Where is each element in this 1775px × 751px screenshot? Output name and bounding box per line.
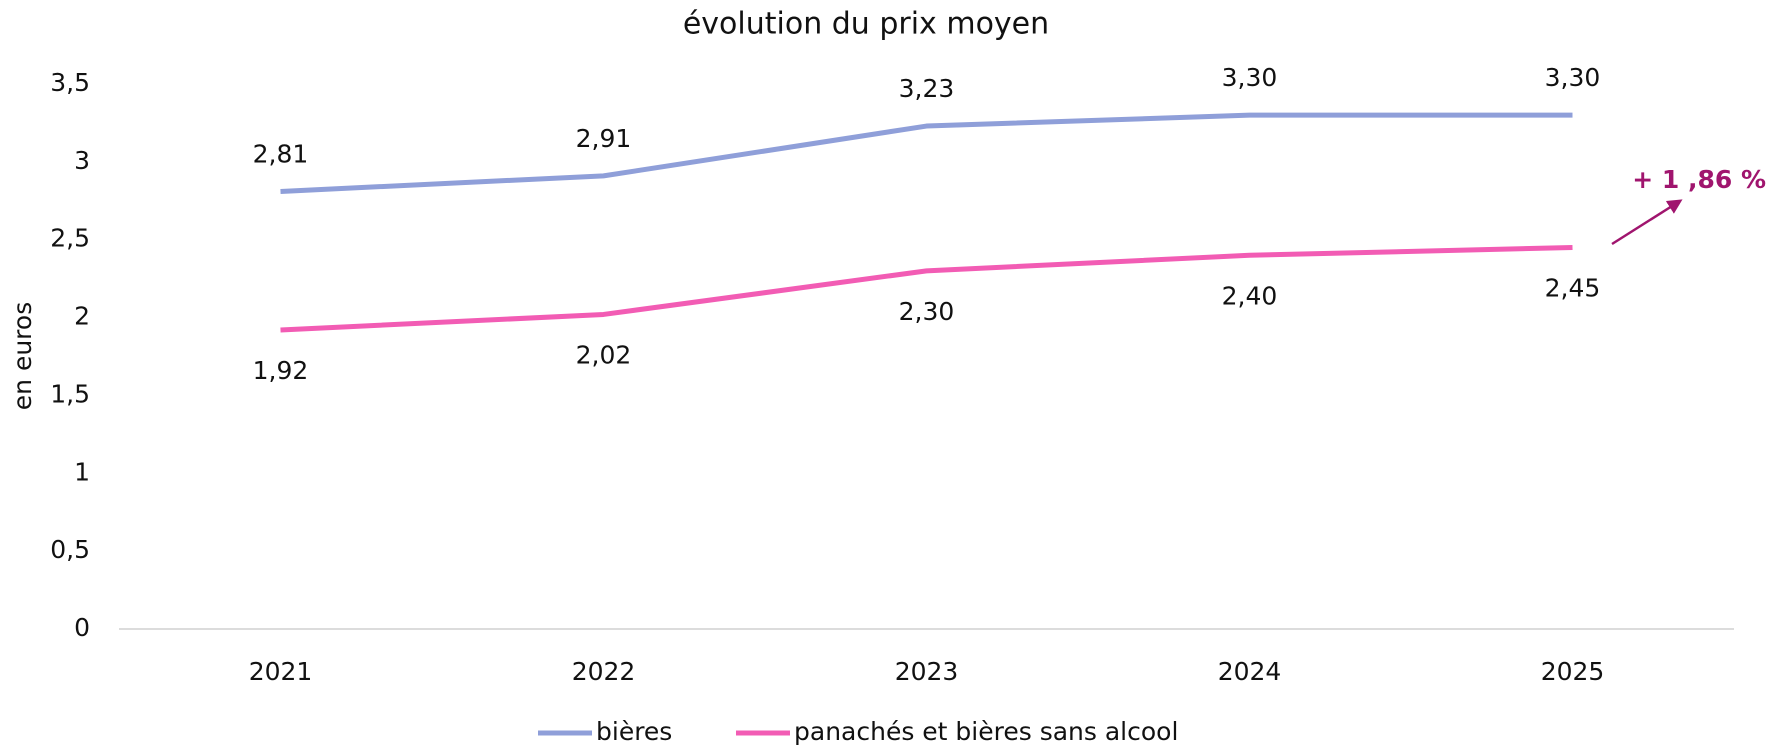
y-tick-label: 2 xyxy=(74,302,90,331)
series-line xyxy=(280,245,1573,333)
data-label: 2,30 xyxy=(899,297,955,326)
y-tick-label: 0 xyxy=(74,613,90,642)
legend-label: panachés et bières sans alcool xyxy=(794,717,1178,746)
series-line xyxy=(280,112,1573,194)
legend-label: bières xyxy=(596,717,672,746)
y-tick-label: 3,5 xyxy=(50,68,90,97)
y-tick-label: 1 xyxy=(74,457,90,486)
x-tick-label: 2023 xyxy=(895,657,959,686)
y-tick-label: 0,5 xyxy=(50,535,90,564)
data-label: 2,40 xyxy=(1222,281,1278,310)
data-label: 3,23 xyxy=(899,74,955,103)
x-tick-label: 2024 xyxy=(1218,657,1282,686)
data-label: 2,81 xyxy=(253,139,309,168)
y-axis-label: en euros xyxy=(8,302,37,410)
x-tick-label: 2021 xyxy=(249,657,313,686)
x-tick-label: 2022 xyxy=(572,657,636,686)
annotation: + 1 ,86 % xyxy=(1632,165,1766,194)
data-label: 2,02 xyxy=(576,340,632,369)
x-tick-label: 2025 xyxy=(1541,657,1605,686)
chart-title: évolution du prix moyen xyxy=(683,7,1049,42)
data-label: 3,30 xyxy=(1545,63,1601,92)
annotation-arrow xyxy=(1611,199,1683,246)
data-label: 2,45 xyxy=(1545,274,1601,303)
data-label: 2,91 xyxy=(576,124,632,153)
y-tick-label: 1,5 xyxy=(50,379,90,408)
y-tick-label: 2,5 xyxy=(50,224,90,253)
y-tick-label: 3 xyxy=(74,146,90,175)
data-label: 1,92 xyxy=(253,356,309,385)
data-label: 3,30 xyxy=(1222,63,1278,92)
